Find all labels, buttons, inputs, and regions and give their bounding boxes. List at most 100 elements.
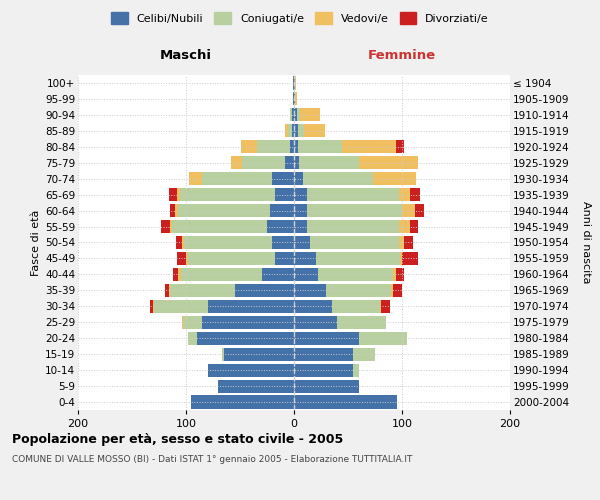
Bar <box>202 316 294 329</box>
Bar <box>208 300 294 313</box>
Bar <box>173 268 178 281</box>
Bar <box>410 220 418 233</box>
Bar <box>294 140 298 153</box>
Text: COMUNE DI VALLE MOSSO (BI) - Dati ISTAT 1° gennaio 2005 - Elaborazione TUTTITALI: COMUNE DI VALLE MOSSO (BI) - Dati ISTAT … <box>12 455 412 464</box>
Bar <box>169 188 178 201</box>
Bar <box>294 156 299 170</box>
Bar <box>218 380 294 392</box>
Bar <box>295 92 297 106</box>
Bar <box>294 252 316 265</box>
Bar <box>188 252 275 265</box>
Bar <box>272 236 294 249</box>
Text: Maschi: Maschi <box>160 50 212 62</box>
Bar <box>262 268 294 281</box>
Bar <box>191 396 294 408</box>
Bar <box>399 188 410 201</box>
Bar <box>294 108 297 122</box>
Bar <box>404 236 413 249</box>
Bar <box>298 140 341 153</box>
Bar <box>182 316 183 329</box>
Bar <box>337 316 386 329</box>
Bar <box>235 284 294 297</box>
Bar <box>294 364 353 376</box>
Bar <box>402 204 415 217</box>
Bar <box>169 284 170 297</box>
Bar <box>161 220 170 233</box>
Bar <box>395 140 404 153</box>
Bar <box>294 92 295 106</box>
Bar <box>221 348 224 360</box>
Bar <box>332 300 380 313</box>
Bar <box>178 204 270 217</box>
Text: Femmine: Femmine <box>368 50 436 62</box>
Bar <box>353 364 359 376</box>
Bar <box>292 124 294 138</box>
Bar <box>294 348 353 360</box>
Bar <box>307 220 399 233</box>
Bar <box>242 156 286 170</box>
Bar <box>297 108 301 122</box>
Bar <box>202 172 272 185</box>
Bar <box>310 236 399 249</box>
Bar <box>415 204 424 217</box>
Bar <box>294 316 337 329</box>
Bar <box>295 76 296 90</box>
Bar <box>183 316 202 329</box>
Bar <box>399 236 404 249</box>
Bar <box>275 188 294 201</box>
Bar <box>294 396 397 408</box>
Bar <box>232 156 242 170</box>
Bar <box>293 92 294 106</box>
Bar <box>151 300 152 313</box>
Bar <box>307 204 402 217</box>
Bar <box>294 268 318 281</box>
Bar <box>286 156 294 170</box>
Bar <box>400 252 402 265</box>
Bar <box>182 236 184 249</box>
Bar <box>304 124 325 138</box>
Bar <box>292 108 294 122</box>
Bar <box>287 124 292 138</box>
Bar <box>189 172 202 185</box>
Bar <box>270 204 294 217</box>
Bar <box>294 236 310 249</box>
Bar <box>395 268 404 281</box>
Bar <box>341 140 395 153</box>
Legend: Celibi/Nubili, Coniugati/e, Vedovi/e, Divorziati/e: Celibi/Nubili, Coniugati/e, Vedovi/e, Di… <box>107 8 493 28</box>
Bar <box>170 220 172 233</box>
Bar <box>154 300 208 313</box>
Bar <box>241 140 257 153</box>
Bar <box>394 284 402 297</box>
Bar <box>391 284 394 297</box>
Bar <box>294 220 307 233</box>
Bar <box>152 300 154 313</box>
Bar <box>197 332 294 345</box>
Bar <box>257 140 290 153</box>
Bar <box>402 252 418 265</box>
Bar <box>294 284 326 297</box>
Bar <box>294 380 359 392</box>
Bar <box>294 188 307 201</box>
Bar <box>275 252 294 265</box>
Bar <box>294 300 332 313</box>
Bar <box>299 156 359 170</box>
Bar <box>294 204 307 217</box>
Bar <box>302 172 373 185</box>
Bar <box>172 220 267 233</box>
Bar <box>294 76 295 90</box>
Bar <box>307 188 399 201</box>
Bar <box>394 268 395 281</box>
Bar <box>178 252 186 265</box>
Bar <box>208 364 294 376</box>
Bar <box>186 252 188 265</box>
Bar <box>294 332 359 345</box>
Bar <box>359 332 407 345</box>
Bar <box>272 172 294 185</box>
Bar <box>353 348 375 360</box>
Bar <box>286 124 287 138</box>
Bar <box>399 220 410 233</box>
Bar <box>316 252 400 265</box>
Bar <box>318 268 394 281</box>
Bar <box>224 348 294 360</box>
Bar <box>301 108 320 122</box>
